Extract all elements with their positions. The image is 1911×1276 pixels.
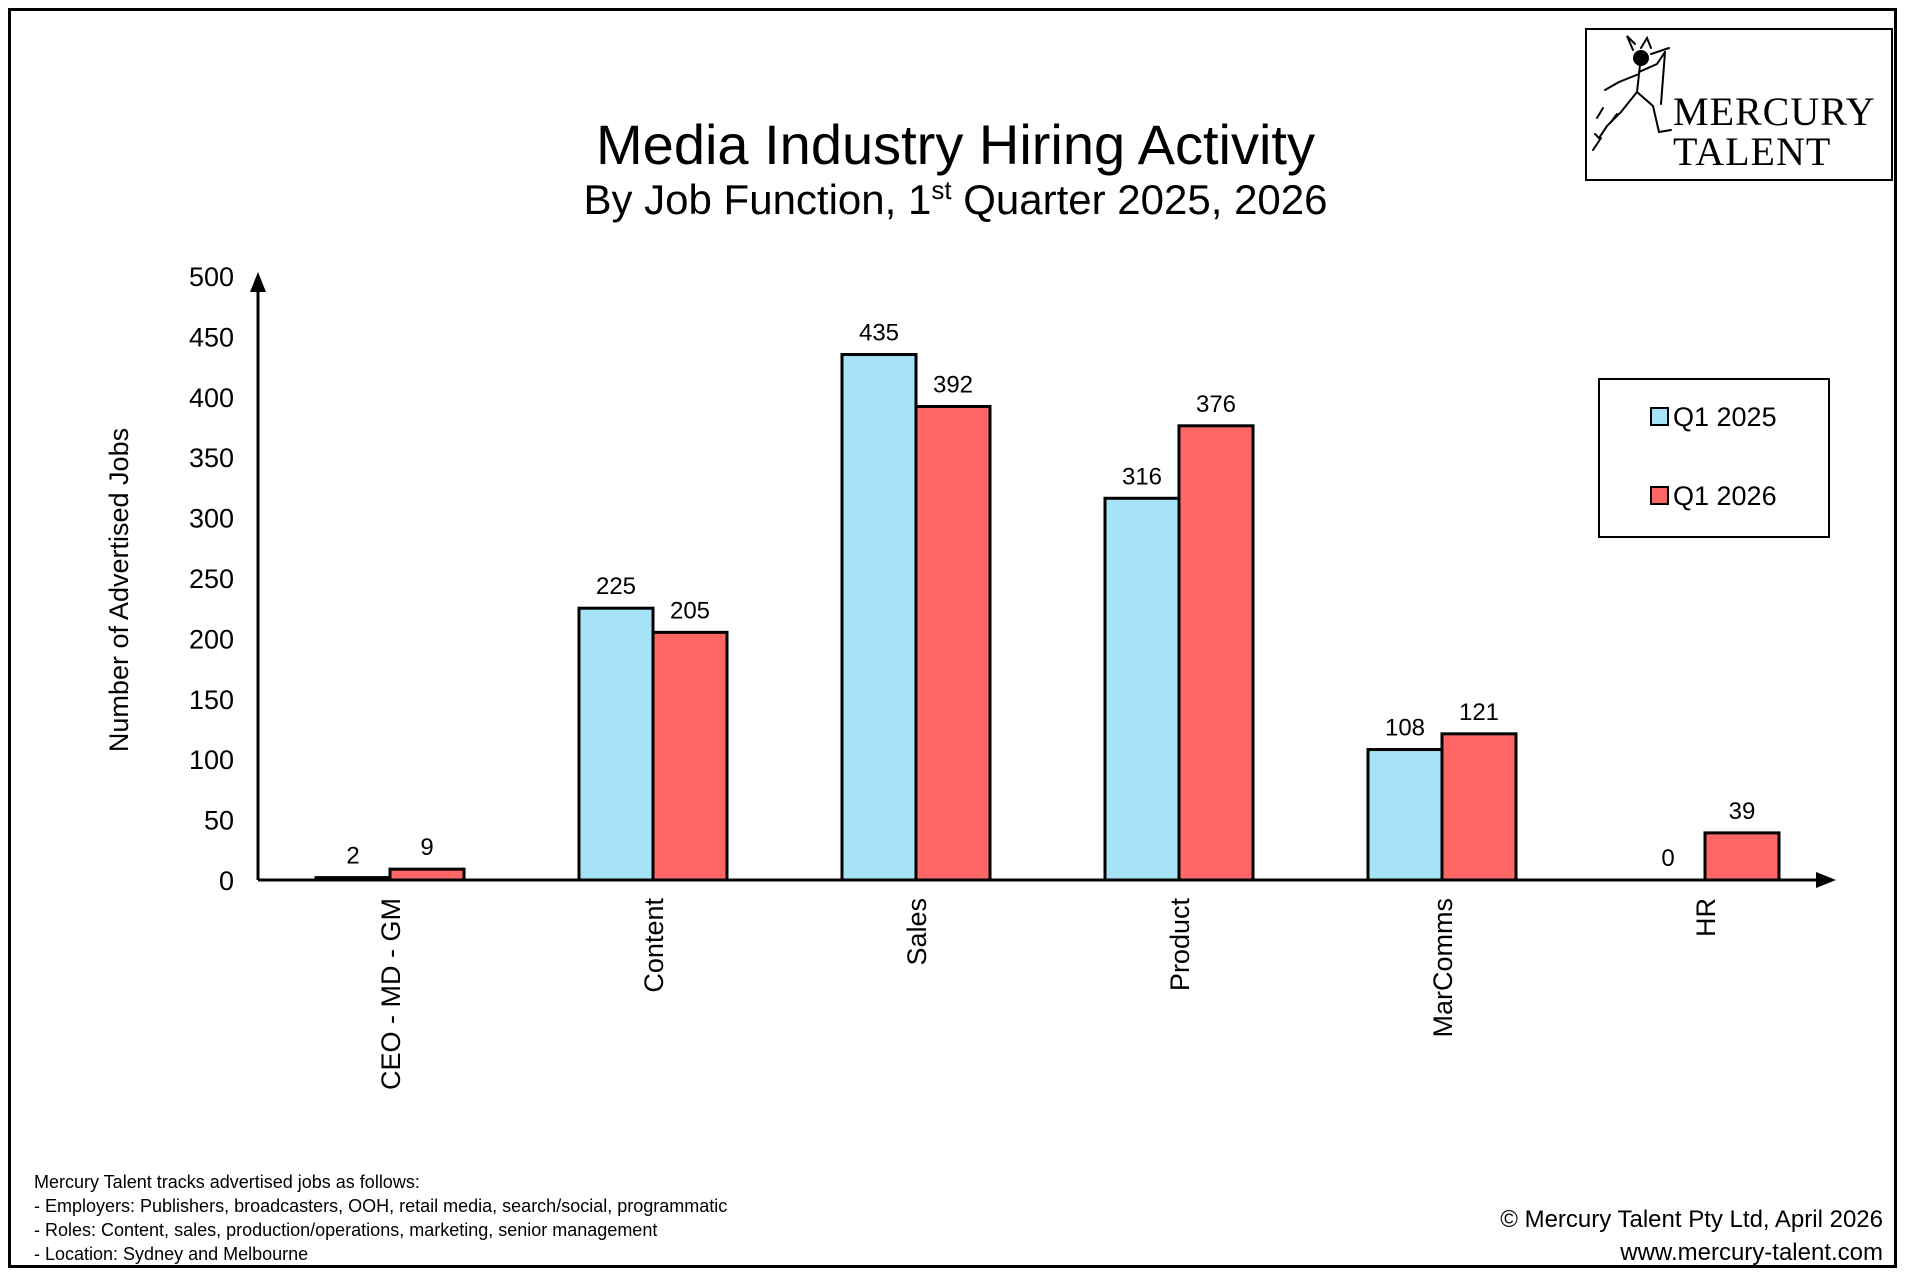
notes-line: - Employers: Publishers, broadcasters, O… [34, 1196, 728, 1216]
y-tick-label: 200 [189, 624, 234, 654]
subtitle-part-2: Quarter 2025, 2026 [951, 176, 1328, 223]
x-tick-label: Sales [902, 898, 932, 966]
bar-q1-2025-sales [840, 353, 918, 882]
bar-q1-2026-product [1177, 424, 1255, 882]
y-tick-label: 300 [189, 504, 234, 534]
subtitle-part-1: By Job Function, 1 [583, 176, 932, 223]
x-tick-label: MarComms [1428, 898, 1458, 1038]
bar-q1-2026-hr [1703, 831, 1781, 882]
data-label-q1-2025-sales: 435 [859, 320, 899, 347]
methodology-notes: Mercury Talent tracks advertised jobs as… [34, 1170, 727, 1266]
y-tick-label: 100 [189, 745, 234, 775]
bar-q1-2025-marcomms [1366, 748, 1444, 882]
chart-title: Media Industry Hiring Activity [596, 113, 1315, 176]
notes-line: - Roles: Content, sales, production/oper… [34, 1220, 658, 1240]
data-label-q1-2026-hr: 39 [1729, 798, 1756, 825]
x-axis-arrow [1816, 872, 1836, 888]
company-logo: MERCURY TALENT [1585, 28, 1893, 181]
legend-item-q1-2026: Q1 2026 [1650, 481, 1777, 511]
footer-credits: © Mercury Talent Pty Ltd, April 2026 www… [1500, 1203, 1883, 1269]
bar-q1-2026-content [651, 630, 729, 882]
y-axis-arrow [250, 272, 266, 292]
subtitle-superscript: st [931, 175, 952, 205]
y-tick-label: 400 [189, 383, 234, 413]
legend-swatch-q1-2025 [1650, 407, 1669, 427]
legend-label-q1-2025: Q1 2025 [1673, 402, 1777, 432]
x-tick-label: Content [639, 898, 669, 993]
legend-swatch-q1-2026 [1650, 486, 1669, 506]
data-label-q1-2026-sales: 392 [933, 371, 973, 398]
logo-text-line-2: TALENT [1673, 129, 1832, 174]
data-label-q1-2025-content: 225 [596, 573, 636, 600]
data-label-q1-2025-hr: 0 [1661, 845, 1674, 872]
y-tick-label: 500 [189, 262, 234, 292]
data-label-q1-2026-product: 376 [1196, 391, 1236, 418]
bar-q1-2026-ceo-md-gm [388, 867, 466, 882]
bar-q1-2026-sales [914, 404, 992, 882]
x-tick-label: HR [1691, 898, 1721, 937]
legend-item-q1-2025: Q1 2025 [1650, 402, 1777, 432]
y-tick-label: 0 [219, 866, 234, 896]
data-label-q1-2026-content: 205 [670, 597, 710, 624]
data-label-q1-2025-product: 316 [1122, 463, 1162, 490]
bar-q1-2026-marcomms [1440, 732, 1518, 882]
chart-legend: Q1 2025 Q1 2026 [1598, 378, 1830, 538]
chart-frame [8, 8, 1897, 1268]
y-tick-label: 150 [189, 685, 234, 715]
bar-q1-2025-content [577, 606, 655, 882]
notes-line: - Location: Sydney and Melbourne [34, 1244, 309, 1264]
legend-label-q1-2026: Q1 2026 [1673, 481, 1777, 511]
y-tick-label: 450 [189, 322, 234, 352]
copyright-text: © Mercury Talent Pty Ltd, April 2026 [1500, 1206, 1883, 1233]
winged-mercury-icon [1592, 35, 1672, 151]
y-tick-label: 250 [189, 564, 234, 594]
data-label-q1-2025-ceo-md-gm: 2 [346, 843, 359, 870]
chart-subtitle: By Job Function, 1st Quarter 2025, 2026 [0, 175, 1911, 224]
logo-text-line-1: MERCURY [1673, 89, 1876, 134]
y-tick-label: 350 [189, 443, 234, 473]
bar-q1-2025-product [1103, 496, 1181, 882]
y-axis-title: Number of Advertised Jobs [104, 428, 134, 752]
notes-line: Mercury Talent tracks advertised jobs as… [34, 1172, 420, 1192]
data-label-q1-2026-ceo-md-gm: 9 [420, 834, 433, 861]
website-url: www.mercury-talent.com [1620, 1239, 1883, 1266]
y-tick-label: 50 [204, 806, 234, 836]
x-tick-label: CEO - MD - GM [376, 898, 406, 1090]
x-tick-label: Product [1165, 898, 1195, 992]
data-label-q1-2025-marcomms: 108 [1385, 715, 1425, 742]
data-label-q1-2026-marcomms: 121 [1459, 699, 1499, 726]
